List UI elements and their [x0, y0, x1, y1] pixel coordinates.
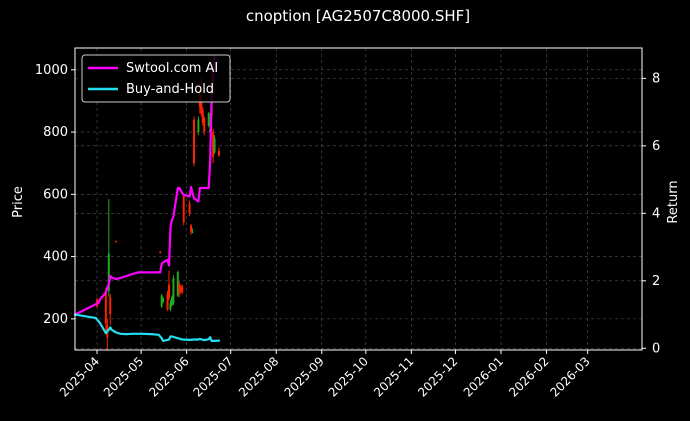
- candle-body: [159, 251, 162, 253]
- y2-tick-label: 8: [652, 71, 660, 86]
- y-tick-label: 600: [43, 187, 68, 202]
- candle-body: [160, 295, 163, 307]
- y-tick-label: 400: [43, 250, 68, 265]
- candle-body: [191, 231, 194, 233]
- candle-body: [104, 290, 107, 324]
- y2-tick-label: 6: [652, 139, 660, 154]
- candle-body: [213, 138, 216, 153]
- candle-body: [192, 119, 195, 164]
- candle-body: [169, 303, 172, 310]
- legend-label-benchmark: Buy-and-Hold: [126, 82, 214, 97]
- candle-body: [172, 278, 175, 304]
- plot-frame: [74, 47, 643, 351]
- candle-body: [166, 293, 169, 310]
- legend-label-strategy: Swtool.com AI: [126, 61, 218, 76]
- y-axis-label: Price: [11, 186, 26, 218]
- y-tick-label: 800: [43, 125, 68, 140]
- candle-body: [162, 298, 165, 302]
- candle-body: [212, 132, 215, 157]
- y-tick-label: 1000: [35, 63, 68, 78]
- grid-lines: [75, 48, 642, 350]
- y-tick-label: 200: [43, 312, 68, 327]
- y2-tick-label: 4: [652, 206, 660, 221]
- series-lines: [73, 55, 221, 342]
- candle-body: [203, 118, 206, 133]
- candle-body: [207, 113, 210, 126]
- candle-body: [115, 241, 118, 243]
- candle-body: [190, 225, 193, 232]
- candle-body: [197, 119, 200, 133]
- candle-body: [179, 287, 182, 291]
- candle-body: [109, 297, 112, 315]
- candle-body: [170, 297, 173, 305]
- chart-title: cnoption [AG2507C8000.SHF]: [246, 7, 470, 25]
- benchmark-return-line: [73, 313, 221, 342]
- strategy-return-line: [73, 55, 216, 316]
- candle-body: [217, 150, 220, 156]
- y2-tick-label: 0: [652, 341, 660, 356]
- candle-body: [201, 110, 204, 123]
- legend: Swtool.com AI Buy-and-Hold: [81, 54, 231, 103]
- candle-body: [107, 253, 110, 291]
- y2-axis-label: Return: [666, 180, 681, 223]
- y2-tick-label: 2: [652, 274, 660, 289]
- candle-body: [176, 272, 179, 296]
- legend-box: [81, 54, 231, 103]
- candle-body: [188, 203, 191, 214]
- candle-body: [181, 286, 184, 293]
- candle-body: [182, 195, 185, 223]
- candle-body: [178, 284, 181, 293]
- candle-body: [168, 284, 171, 298]
- candle-body: [200, 94, 203, 114]
